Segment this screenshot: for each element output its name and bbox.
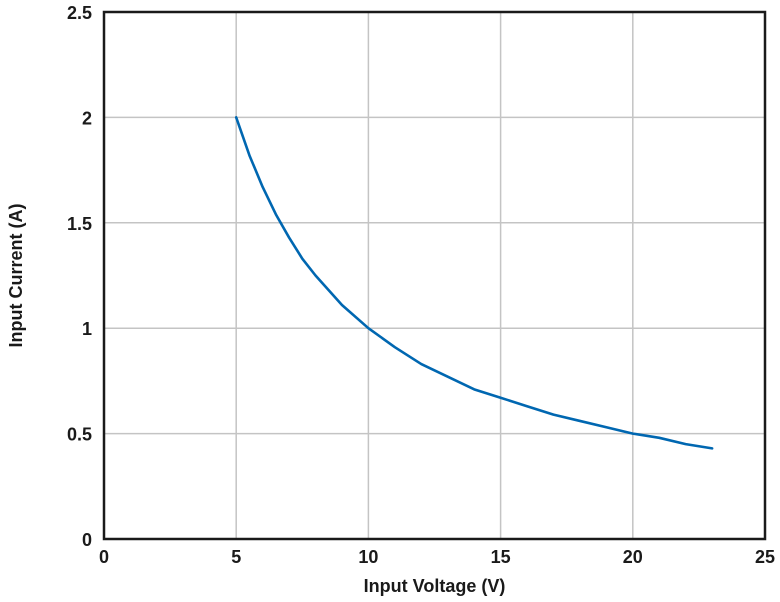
plot-frame: [102, 10, 767, 541]
x-tick-label: 20: [623, 547, 643, 567]
x-axis-label: Input Voltage (V): [364, 576, 506, 596]
x-tick-label: 10: [358, 547, 378, 567]
series-layer: [234, 116, 714, 450]
x-tick-label: 15: [491, 547, 511, 567]
x-tick-label: 5: [231, 547, 241, 567]
grid-lines: [104, 12, 765, 539]
x-tick-labels: 0 5 10 15 20 25: [99, 547, 775, 567]
x-tick-label: 0: [99, 547, 109, 567]
series-line: [234, 116, 714, 450]
y-tick-label: 1: [82, 319, 92, 339]
y-tick-labels: 0 0.5 1 1.5 2 2.5: [67, 3, 92, 550]
y-tick-label: 2: [82, 108, 92, 128]
y-tick-label: 0.5: [67, 425, 92, 445]
y-tick-label: 1.5: [67, 214, 92, 234]
y-tick-label: 0: [82, 530, 92, 550]
y-tick-label: 2.5: [67, 3, 92, 23]
y-axis-label: Input Current (A): [6, 204, 26, 348]
x-tick-label: 25: [755, 547, 775, 567]
